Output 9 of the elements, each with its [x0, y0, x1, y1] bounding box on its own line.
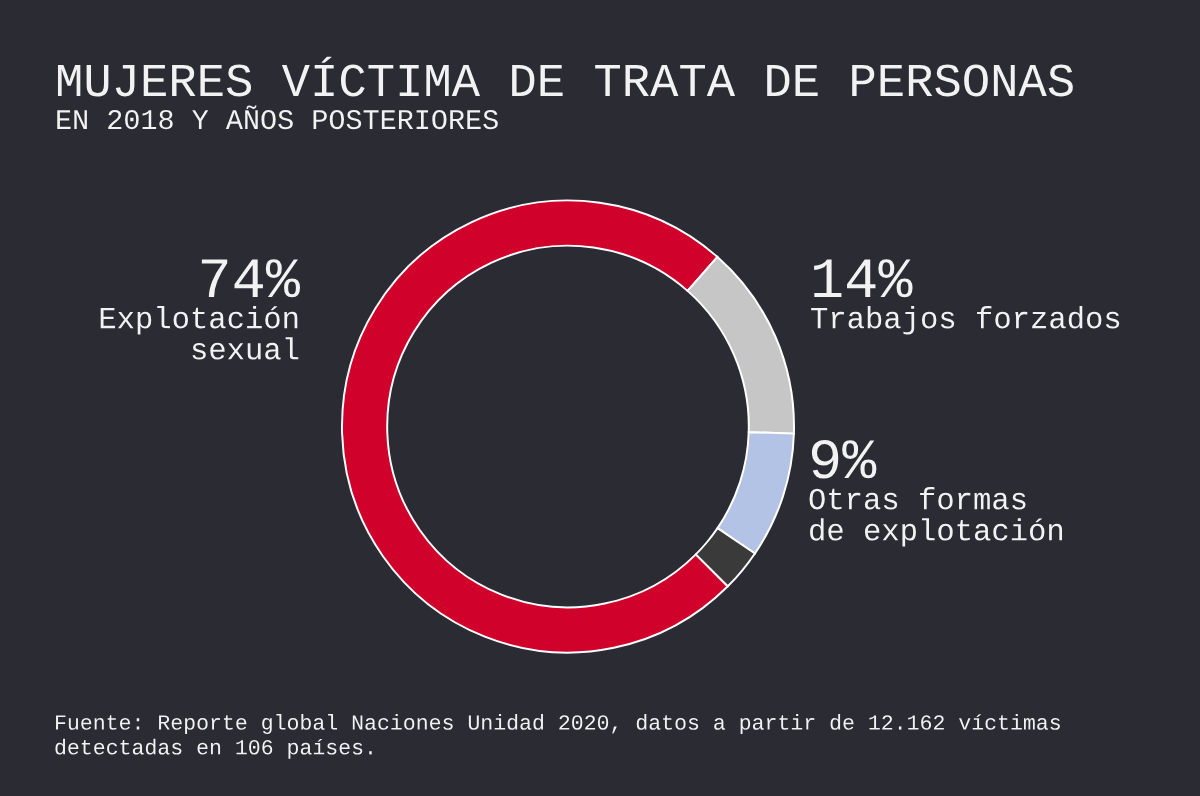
chart-subtitle: EN 2018 Y AÑOS POSTERIORES [57, 105, 498, 130]
data-label: 14% [814, 259, 913, 298]
slice-label: Explotación sexual [100, 306, 299, 360]
slice-label: Otras formas de explotación [809, 487, 1063, 547]
chart-title: MUJERES VÍCTIMA DE TRATA DE PERSONAS [57, 56, 1073, 97]
source-note: Fuente: Reporte global Naciones Unidad 2020, datos a partir de 12.162 víctimas detectadas en 106 países. [55, 714, 1060, 759]
data-label: 74% [201, 259, 301, 298]
data-label: 9% [811, 439, 877, 479]
slice-label: Trabajos forzados [811, 306, 1120, 335]
